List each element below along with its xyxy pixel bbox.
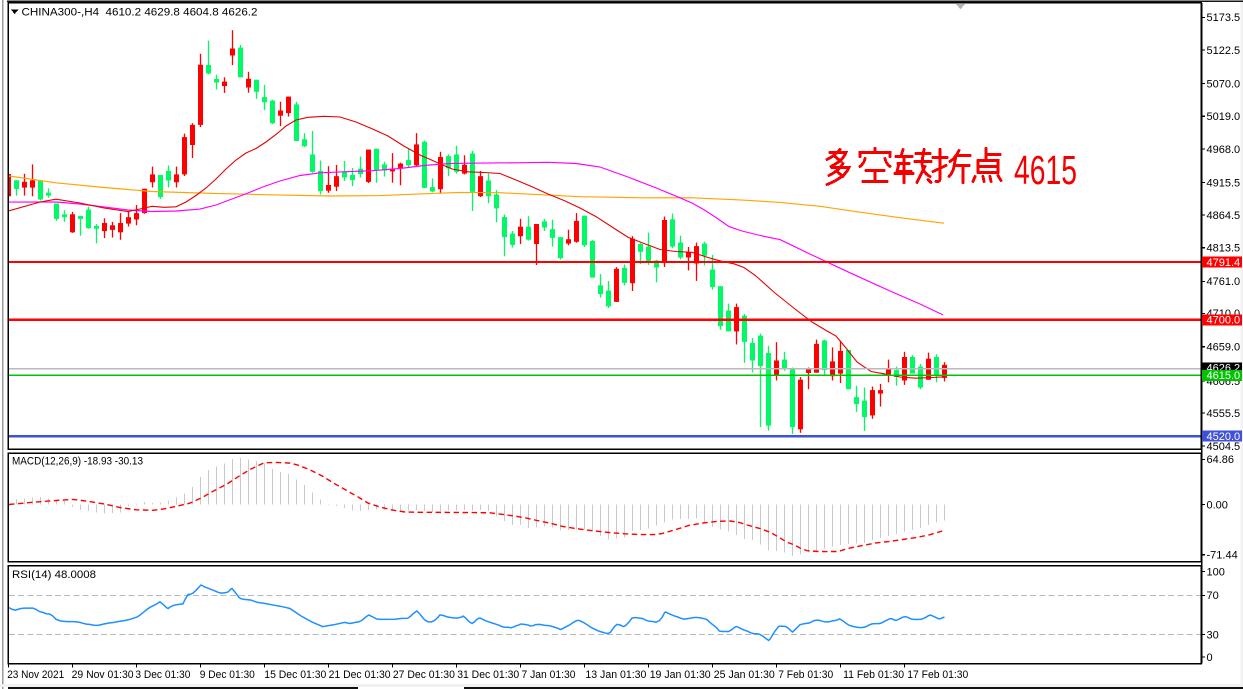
svg-text:29 Nov 01:30: 29 Nov 01:30 (72, 669, 134, 681)
svg-text:5173.5: 5173.5 (1207, 12, 1241, 24)
svg-text:0: 0 (1207, 652, 1213, 664)
svg-text:MACD(12,26,9) -18.93 -30.13: MACD(12,26,9) -18.93 -30.13 (12, 456, 143, 468)
svg-text:5019.0: 5019.0 (1207, 111, 1241, 123)
svg-text:15 Dec 01:30: 15 Dec 01:30 (264, 669, 326, 681)
svg-text:30: 30 (1207, 630, 1219, 642)
svg-text:4791.4: 4791.4 (1207, 257, 1241, 269)
svg-text:4659.0: 4659.0 (1207, 342, 1241, 354)
svg-text:4555.5: 4555.5 (1207, 408, 1241, 420)
svg-text:3 Dec 01:30: 3 Dec 01:30 (135, 669, 190, 681)
svg-text:4864.5: 4864.5 (1207, 210, 1241, 222)
svg-text:64.86: 64.86 (1207, 454, 1235, 466)
svg-text:5122.5: 5122.5 (1207, 45, 1241, 57)
svg-text:RSI(14) 48.0008: RSI(14) 48.0008 (12, 569, 96, 581)
svg-text:4615: 4615 (1014, 147, 1077, 193)
svg-text:4615.0: 4615.0 (1207, 370, 1241, 382)
svg-text:23 Nov 2021: 23 Nov 2021 (7, 669, 64, 681)
svg-text:7 Feb 01:30: 7 Feb 01:30 (778, 669, 833, 681)
svg-text:-71.44: -71.44 (1207, 550, 1238, 562)
svg-text:4968.0: 4968.0 (1207, 144, 1241, 156)
svg-text:CHINA300-,H4 4610.2 4629.8 46: CHINA300-,H4 4610.2 4629.8 4604.8 4626.2 (22, 6, 258, 18)
svg-text:13 Jan 01:30: 13 Jan 01:30 (585, 669, 646, 681)
svg-text:9 Dec 01:30: 9 Dec 01:30 (200, 669, 255, 681)
svg-text:100: 100 (1207, 567, 1225, 579)
svg-text:7 Jan 01:30: 7 Jan 01:30 (522, 669, 576, 681)
svg-text:11 Feb 01:30: 11 Feb 01:30 (843, 669, 904, 681)
svg-text:5070.0: 5070.0 (1207, 79, 1241, 91)
svg-text:4700.0: 4700.0 (1207, 315, 1241, 327)
svg-text:17 Feb 01:30: 17 Feb 01:30 (907, 669, 968, 681)
svg-text:4915.5: 4915.5 (1207, 177, 1241, 189)
svg-text:70: 70 (1207, 590, 1219, 602)
svg-text:4504.5: 4504.5 (1207, 441, 1241, 453)
svg-text:19 Jan 01:30: 19 Jan 01:30 (650, 669, 711, 681)
svg-text:27 Dec 01:30: 27 Dec 01:30 (393, 669, 455, 681)
svg-text:4813.5: 4813.5 (1207, 243, 1241, 255)
svg-text:0.00: 0.00 (1207, 500, 1228, 512)
svg-text:21 Dec 01:30: 21 Dec 01:30 (329, 669, 391, 681)
svg-text:4761.0: 4761.0 (1207, 276, 1241, 288)
svg-text:31 Dec 01:30: 31 Dec 01:30 (457, 669, 519, 681)
svg-text:4520.0: 4520.0 (1207, 431, 1241, 443)
svg-text:25 Jan 01:30: 25 Jan 01:30 (714, 669, 775, 681)
